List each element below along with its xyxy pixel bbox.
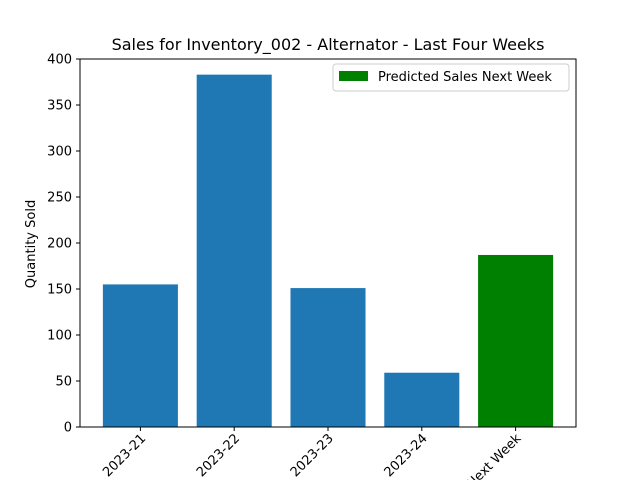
y-tick-label: 400: [47, 53, 72, 68]
x-tick-label: 2023-21: [100, 431, 149, 480]
x-tick-label: 2023-22: [194, 431, 243, 480]
chart-title: Sales for Inventory_002 - Alternator - L…: [112, 35, 545, 55]
legend: Predicted Sales Next Week: [332, 63, 570, 92]
bar-4: [478, 254, 554, 427]
legend-label: Predicted Sales Next Week: [378, 70, 552, 85]
bar-3: [384, 372, 460, 427]
y-tick-label: 250: [47, 191, 72, 206]
x-tick-label: Next Week: [464, 431, 524, 480]
bar-2: [290, 288, 366, 427]
y-tick-label: 150: [47, 283, 72, 298]
legend-box: [332, 63, 570, 92]
y-axis-label: Quantity Sold: [24, 200, 39, 288]
legend-swatch: [339, 71, 368, 81]
bar-1: [196, 74, 272, 427]
y-tick-label: 100: [47, 329, 72, 344]
y-axis-ticks: 0 50 100 150 200 250 300 350 400: [47, 53, 80, 436]
y-tick-label: 350: [47, 99, 72, 114]
x-axis-ticks: 2023-21 2023-22 2023-23 2023-24 Next Week: [100, 427, 525, 480]
bar-0: [102, 284, 178, 427]
bars-group: [102, 74, 554, 427]
y-tick-label: 300: [47, 145, 72, 160]
y-tick-label: 0: [64, 421, 72, 436]
x-tick-label: 2023-23: [288, 431, 337, 480]
y-tick-label: 50: [55, 375, 72, 390]
x-tick-label: 2023-24: [382, 431, 431, 480]
plot-frame: [79, 58, 577, 428]
y-tick-label: 200: [47, 237, 72, 252]
